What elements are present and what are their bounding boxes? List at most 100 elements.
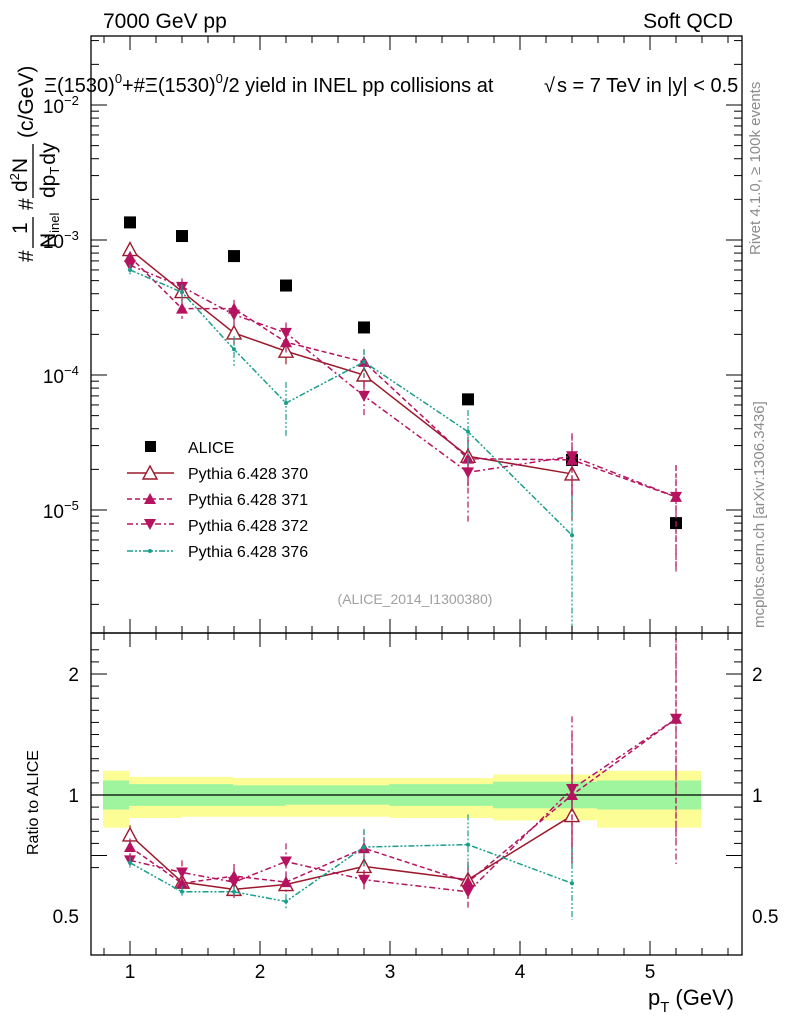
ratio-data-point — [462, 886, 474, 898]
main-data-point — [128, 267, 132, 272]
svg-text:Pythia 6.428 372: Pythia 6.428 372 — [188, 518, 308, 535]
main-data-point — [228, 250, 240, 263]
main-y-axis-label: # 1 Ninel # d2N dpTdy (c/GeV) — [7, 66, 62, 262]
ratio-series-2 — [124, 633, 682, 910]
main-data-point — [228, 309, 240, 321]
ratio-data-point — [462, 876, 474, 888]
main-data-point — [176, 230, 188, 243]
svg-text:Pythia 6.428 370: Pythia 6.428 370 — [188, 466, 308, 483]
ratio-data-point — [228, 877, 240, 889]
legend-entry-pythia-370: Pythia 6.428 370 — [127, 464, 308, 483]
ratio-data-point — [362, 845, 366, 850]
ratio-data-point — [180, 889, 184, 894]
legend-entry-pythia-376: Pythia 6.428 376 — [127, 544, 308, 561]
title-part-d: s = 7 TeV in |y| < 0.5 — [557, 75, 738, 97]
band-inner-bin — [233, 785, 285, 806]
main-data-point — [180, 290, 184, 295]
svg-text:(c/GeV): (c/GeV) — [15, 66, 38, 138]
ratio-data-point — [284, 899, 288, 904]
xtick-1: 1 — [125, 962, 136, 983]
main-data-layer — [121, 216, 682, 633]
ytick-exp-1e-5: −5 — [64, 498, 79, 513]
title-sup-b: 0 — [216, 71, 223, 86]
ratio-ytick-1: 1 — [68, 786, 79, 807]
main-data-point — [462, 393, 474, 406]
legend-entry-alice: ALICE — [145, 440, 234, 457]
header-energy-label: 7000 GeV pp — [103, 10, 227, 33]
ytick-label-1e-3: 10 — [43, 232, 64, 253]
legend: ALICE Pythia 6.428 370 Pythia 6.428 371 … — [127, 440, 308, 561]
xtick-5: 5 — [645, 962, 656, 983]
ytick-exp-1e-3: −3 — [64, 228, 79, 243]
svg-text:#: # — [15, 250, 38, 262]
main-data-point — [362, 359, 366, 364]
ratio-data-point — [280, 876, 292, 888]
ratio-data-point — [176, 877, 188, 889]
ratio-data-point — [570, 881, 574, 886]
analysis-watermark: (ALICE_2014_I1300380) — [338, 591, 493, 607]
svg-text:Ninel: Ninel — [37, 212, 62, 248]
side-text-rivet: Rivet 4.1.0, ≥ 100k events — [747, 82, 764, 255]
plot-title: Ξ(1530)0+#Ξ(1530)0/2 yield in INEL pp co… — [44, 71, 738, 97]
main-data-point — [284, 401, 288, 406]
svg-text:Pythia 6.428 371: Pythia 6.428 371 — [188, 492, 308, 509]
ratio-data-point — [124, 841, 136, 853]
main-series-line — [129, 264, 677, 498]
header-process-label: Soft QCD — [643, 10, 733, 33]
svg-text:Ξ(1530)0+#Ξ(1530)0/2 yield in: Ξ(1530)0+#Ξ(1530)0/2 yield in INEL pp co… — [44, 71, 494, 97]
ratio-series-3 — [128, 814, 574, 920]
ratio-data-point — [358, 874, 370, 886]
title-part-b: +#Ξ(1530) — [122, 75, 216, 97]
x-tick-labels: 1 2 3 4 5 — [125, 962, 656, 983]
ratio-series-1 — [124, 633, 682, 900]
x-axis-label: pT (GeV) — [648, 985, 734, 1016]
main-series-4 — [128, 264, 574, 633]
ratio-ytick-2: 2 — [68, 665, 79, 686]
svg-text:Pythia 6.428 376: Pythia 6.428 376 — [188, 544, 308, 561]
legend-entry-pythia-372: Pythia 6.428 372 — [127, 518, 308, 535]
ratio-data-point — [566, 783, 578, 795]
svg-text:pT(GeV): pT (GeV) — [648, 985, 734, 1016]
title-sup-a: 0 — [115, 71, 122, 86]
main-data-point — [280, 327, 292, 339]
svg-text:ALICE: ALICE — [188, 440, 234, 457]
ratio-uncertainty-band — [103, 770, 701, 828]
ratio-ytick-right-2: 2 — [752, 665, 763, 686]
ratio-ytick-0.5: 0.5 — [53, 907, 79, 928]
ratio-data-point — [176, 867, 188, 879]
ratio-data-point — [466, 842, 470, 847]
ytick-label-1e-5: 10 — [43, 502, 64, 523]
ratio-ytick-right-1: 1 — [752, 786, 763, 807]
main-data-point — [176, 302, 188, 314]
main-y-tick-labels: 10 −5 10 −4 10 −3 10 −2 — [43, 93, 79, 523]
main-data-point — [358, 390, 370, 402]
xtick-4: 4 — [515, 962, 526, 983]
main-data-point — [232, 347, 236, 352]
main-data-point — [670, 491, 682, 503]
main-data-point — [566, 451, 578, 463]
legend-entry-pythia-371: Pythia 6.428 371 — [127, 492, 308, 509]
ratio-data-point — [232, 889, 236, 894]
ytick-exp-1e-4: −4 — [64, 363, 79, 378]
ratio-data-point — [280, 856, 292, 868]
ytick-label-1e-4: 10 — [43, 367, 64, 388]
svg-text:1: 1 — [9, 222, 32, 234]
ratio-ytick-right-0.5: 0.5 — [752, 907, 778, 928]
side-text-mcplots: mcplots.cern.ch [arXiv:1306.3436] — [751, 401, 768, 628]
ratio-series-line — [129, 843, 573, 903]
title-sqrt-sign: √ — [544, 75, 555, 97]
main-data-point — [124, 250, 136, 262]
ytick-exp-1e-2: −2 — [64, 93, 79, 108]
main-data-point — [462, 467, 474, 479]
main-series-0 — [124, 216, 682, 530]
title-part-a: Ξ(1530) — [44, 75, 115, 97]
ratio-y-axis-label: Ratio to ALICE — [25, 750, 42, 855]
main-series-line — [129, 256, 677, 498]
main-data-point — [280, 279, 292, 292]
ratio-series-line — [129, 814, 573, 891]
xtick-3: 3 — [385, 962, 396, 983]
xtick-2: 2 — [255, 962, 266, 983]
svg-text:dpTdy: dpTdy — [37, 142, 62, 198]
ytick-label-1e-2: 10 — [43, 97, 64, 118]
